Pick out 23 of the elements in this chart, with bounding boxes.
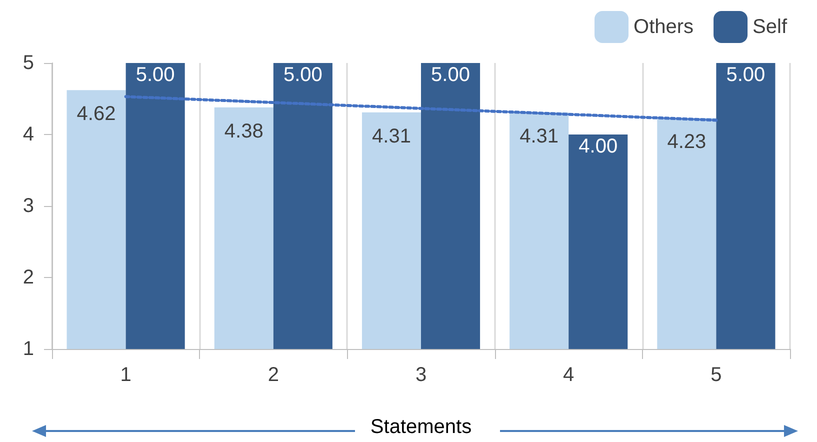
x-tick-label: 5 <box>710 364 722 386</box>
x-axis-title: Statements <box>370 416 472 438</box>
x-tick-label: 4 <box>563 364 574 386</box>
y-tick-label: 3 <box>22 195 34 217</box>
data-label: 4.23 <box>667 131 706 154</box>
y-tick-label: 1 <box>22 338 34 360</box>
data-label: 4.00 <box>578 136 618 158</box>
data-label: 5.00 <box>136 64 175 86</box>
data-label: 5.00 <box>726 64 766 86</box>
data-label: 5.00 <box>431 64 470 86</box>
data-label: 4.31 <box>372 125 411 148</box>
x-tick-label: 3 <box>415 364 427 386</box>
data-label: 5.00 <box>283 64 322 86</box>
x-tick-label: 2 <box>268 364 279 386</box>
legend-label: Others <box>634 16 694 38</box>
y-tick-label: 5 <box>22 52 34 74</box>
legend-label: Self <box>752 16 788 38</box>
data-label: 4.62 <box>76 103 116 126</box>
y-tick-label: 4 <box>22 124 34 146</box>
data-label: 4.38 <box>224 120 264 142</box>
data-label: 4.31 <box>520 125 559 148</box>
y-tick-label: 2 <box>22 266 34 288</box>
x-tick-label: 1 <box>120 364 132 386</box>
